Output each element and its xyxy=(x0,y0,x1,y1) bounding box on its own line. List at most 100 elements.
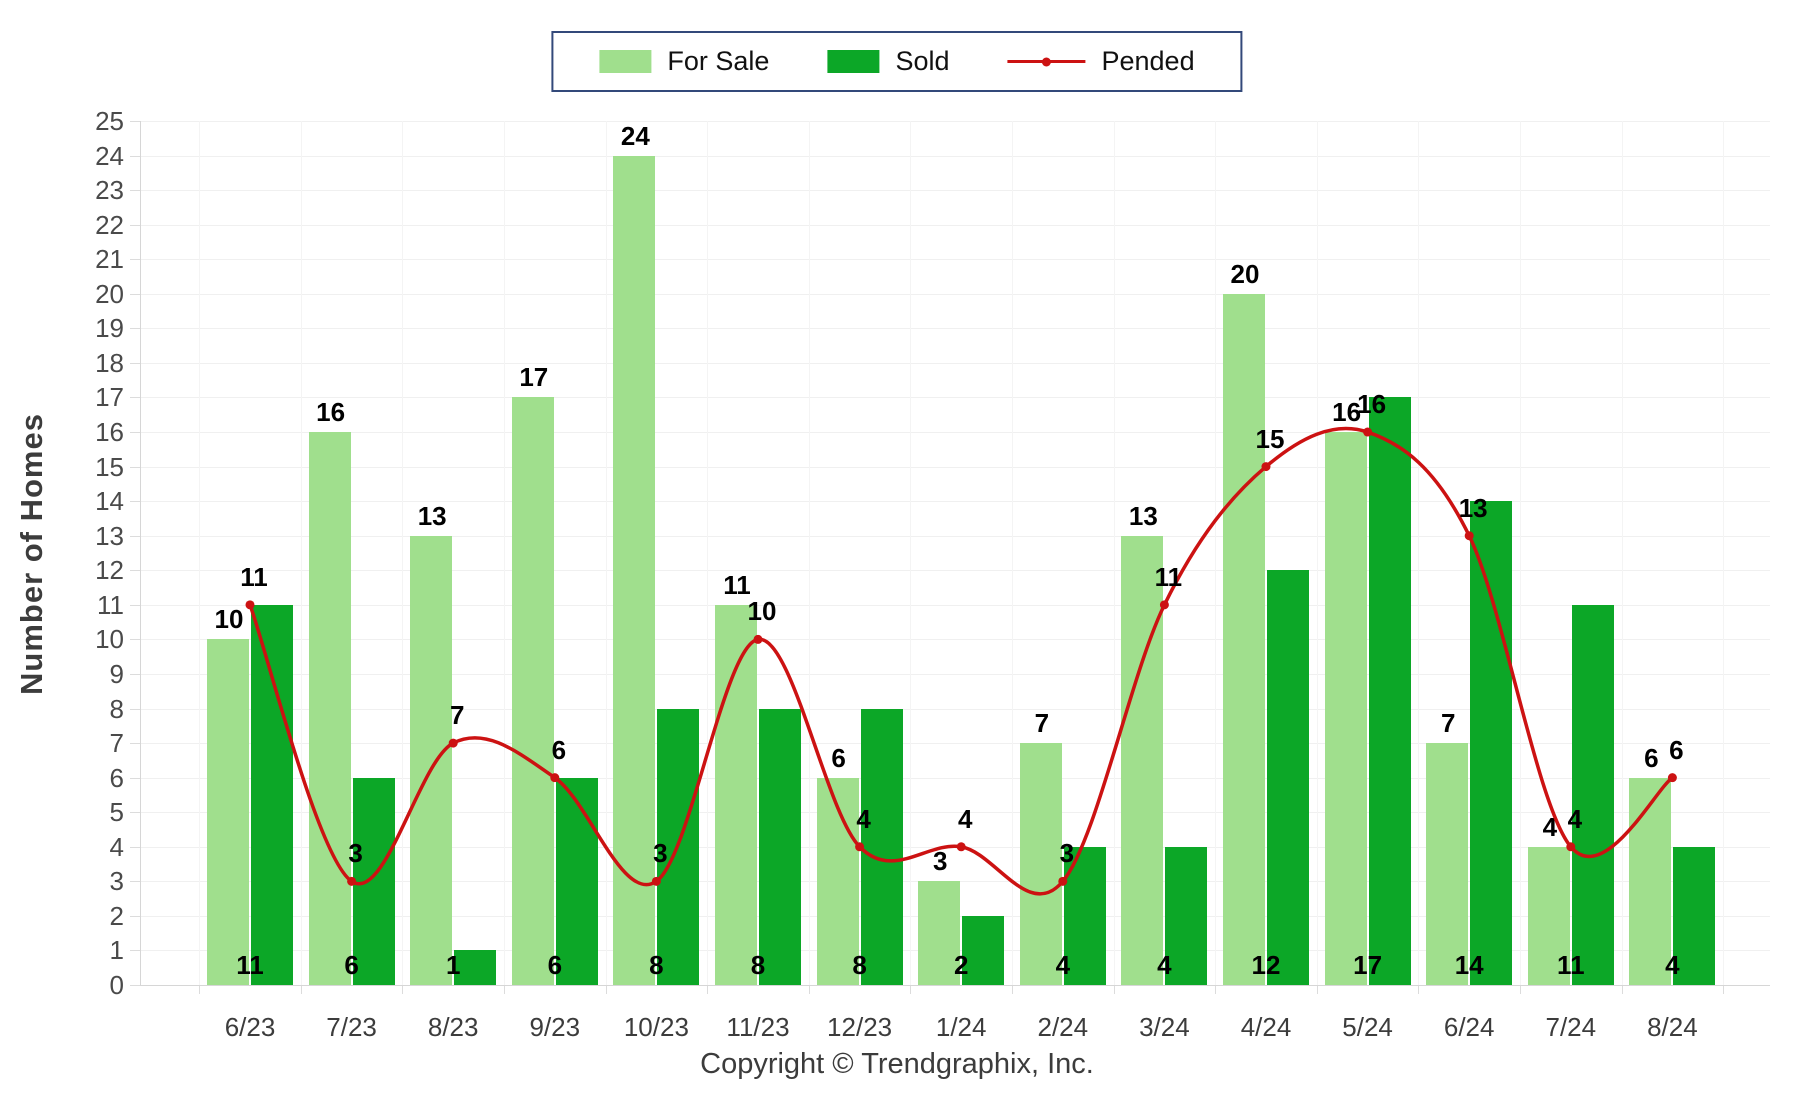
for-sale-value-label: 13 xyxy=(417,500,447,531)
h-gridline xyxy=(140,708,1770,710)
y-tick-mark xyxy=(130,812,140,814)
y-tick-mark xyxy=(130,708,140,710)
x-tick-mark xyxy=(1012,985,1013,994)
y-tick-label: 14 xyxy=(95,486,124,517)
for-sale-value-label: 13 xyxy=(1128,500,1158,531)
pended-value-label: 7 xyxy=(449,700,465,731)
x-axis-line xyxy=(140,985,1770,986)
h-gridline xyxy=(140,466,1770,468)
sold-value-label: 8 xyxy=(649,950,664,980)
legend: For Sale Sold Pended xyxy=(551,31,1243,92)
y-tick-mark xyxy=(130,950,140,952)
x-tick-mark xyxy=(300,985,302,994)
bar-for-sale xyxy=(1019,743,1062,985)
sold-value-label: 1 xyxy=(445,950,461,980)
x-category-label: 7/23 xyxy=(326,1012,377,1042)
y-tick-mark xyxy=(130,397,140,399)
v-gridline xyxy=(1316,121,1318,985)
x-category-label: 5/24 xyxy=(1342,1012,1393,1042)
bar-sold xyxy=(860,708,903,985)
h-gridline xyxy=(140,570,1770,572)
bar-sold xyxy=(251,604,293,985)
bar-sold xyxy=(555,777,598,985)
x-category-label: 12/23 xyxy=(827,1012,893,1042)
bar-for-sale xyxy=(308,432,351,985)
h-gridline xyxy=(140,397,1770,399)
y-tick-label: 17 xyxy=(95,382,124,413)
pended-value-label: 11 xyxy=(1154,561,1183,592)
y-tick-label: 23 xyxy=(95,175,124,206)
pended-value-label: 15 xyxy=(1255,423,1285,454)
sold-swatch-icon xyxy=(827,50,880,73)
v-gridline xyxy=(910,121,912,985)
bar-for-sale xyxy=(1426,743,1469,985)
x-category-label: 6/24 xyxy=(1443,1012,1495,1042)
v-gridline xyxy=(707,121,709,985)
bar-for-sale xyxy=(1121,535,1164,985)
h-gridline xyxy=(140,639,1770,641)
v-gridline xyxy=(1723,121,1725,985)
v-gridline xyxy=(808,121,810,985)
x-category-label: 8/23 xyxy=(427,1012,479,1042)
y-tick-label: 16 xyxy=(95,417,124,448)
y-tick-mark xyxy=(130,535,140,537)
for-sale-value-label: 6 xyxy=(1644,742,1659,773)
v-gridline xyxy=(1418,121,1420,985)
h-gridline xyxy=(140,224,1770,226)
v-gridline xyxy=(199,121,201,985)
h-gridline xyxy=(140,259,1770,261)
pended-line-swatch-icon xyxy=(1007,50,1086,73)
pended-value-label: 10 xyxy=(747,596,777,627)
y-axis-title: Number of Homes xyxy=(14,413,49,695)
for-sale-value-label: 10 xyxy=(214,604,244,635)
x-tick-mark xyxy=(1723,985,1725,994)
bar-for-sale xyxy=(511,397,554,985)
x-category-label: 2/24 xyxy=(1037,1012,1089,1042)
legend-label-pended: Pended xyxy=(1101,46,1195,76)
y-tick-mark xyxy=(130,224,140,226)
sold-value-label: 11 xyxy=(1557,950,1585,980)
bar-sold xyxy=(1571,604,1614,985)
bar-for-sale xyxy=(715,604,757,985)
y-tick-mark xyxy=(130,466,140,468)
x-tick-mark xyxy=(504,985,505,994)
pended-value-label: 3 xyxy=(348,838,363,869)
y-tick-mark xyxy=(130,501,140,503)
sold-value-label: 12 xyxy=(1251,950,1281,980)
sold-value-label: 17 xyxy=(1353,950,1383,980)
h-gridline xyxy=(140,604,1770,606)
pended-value-label: 4 xyxy=(957,803,973,834)
for-sale-value-label: 16 xyxy=(316,397,346,428)
bar-for-sale xyxy=(613,155,656,985)
y-tick-label: 4 xyxy=(109,831,124,862)
y-tick-mark xyxy=(130,362,140,364)
y-tick-label: 7 xyxy=(109,728,124,759)
x-tick-mark xyxy=(1621,985,1623,994)
pended-value-label: 3 xyxy=(653,838,668,869)
pended-value-label: 3 xyxy=(1059,838,1075,869)
y-tick-label: 13 xyxy=(95,520,124,551)
for-sale-value-label: 17 xyxy=(519,362,549,393)
x-tick-mark xyxy=(605,985,607,994)
v-gridline xyxy=(1621,121,1623,985)
h-gridline xyxy=(140,121,1770,122)
y-tick-label: 8 xyxy=(109,693,124,724)
y-tick-label: 20 xyxy=(95,278,124,309)
legend-item-pended: Pended xyxy=(1007,46,1195,77)
y-tick-label: 22 xyxy=(95,209,124,240)
x-tick-mark xyxy=(1520,985,1521,994)
bar-for-sale xyxy=(918,881,961,985)
pended-value-label: 4 xyxy=(1567,803,1583,834)
y-tick-mark xyxy=(130,293,140,295)
for-sale-value-label: 7 xyxy=(1440,708,1456,739)
copyright-text: Copyright © Trendgraphix, Inc. xyxy=(700,1048,1094,1080)
y-tick-mark xyxy=(130,673,140,675)
y-tick-label: 6 xyxy=(109,762,124,793)
x-tick-mark xyxy=(1418,985,1420,994)
y-tick-label: 24 xyxy=(95,140,124,171)
legend-label-for-sale: For Sale xyxy=(667,46,770,76)
for-sale-value-label: 20 xyxy=(1230,258,1260,289)
for-sale-value-label: 16 xyxy=(1332,397,1362,428)
y-tick-label: 21 xyxy=(95,244,124,275)
y-tick-mark xyxy=(130,432,140,434)
